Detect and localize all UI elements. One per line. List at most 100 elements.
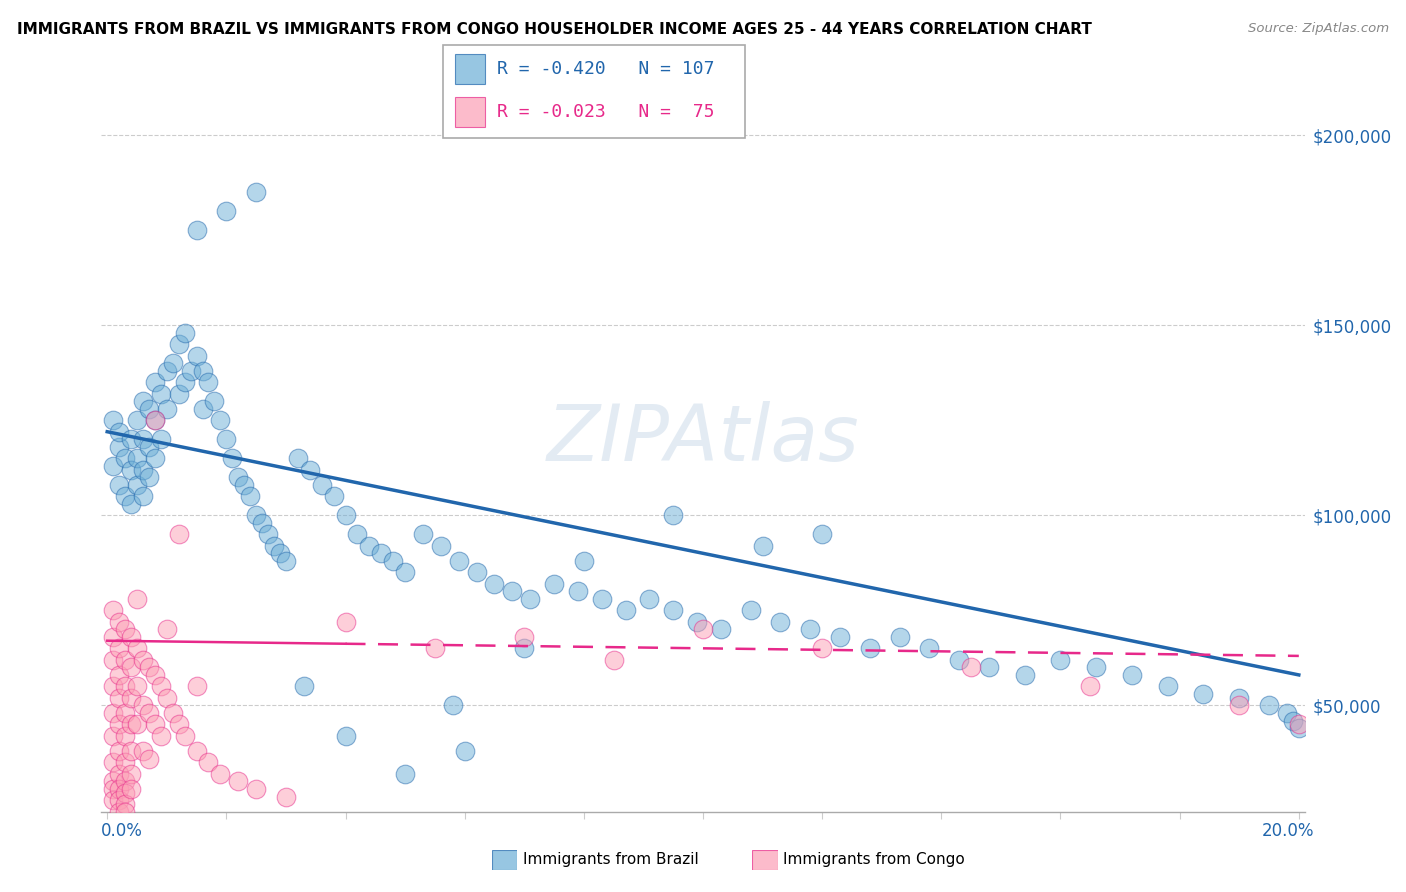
Point: [173, 376, 195, 390]
Point: [1275, 706, 1298, 720]
Point: [322, 489, 344, 503]
Point: [1192, 687, 1215, 701]
Point: [149, 729, 172, 743]
Point: [513, 641, 536, 656]
Point: [465, 566, 488, 580]
Point: [484, 576, 506, 591]
Point: [156, 690, 179, 705]
Point: [311, 478, 333, 492]
Point: [114, 729, 136, 743]
Text: IMMIGRANTS FROM BRAZIL VS IMMIGRANTS FROM CONGO HOUSEHOLDER INCOME AGES 25 - 44 : IMMIGRANTS FROM BRAZIL VS IMMIGRANTS FRO…: [17, 22, 1091, 37]
Point: [186, 679, 208, 693]
Point: [519, 591, 541, 606]
Point: [441, 698, 464, 713]
Point: [215, 204, 238, 219]
Point: [226, 774, 249, 789]
Point: [239, 489, 262, 503]
Point: [120, 432, 142, 446]
Point: [101, 630, 124, 644]
Point: [274, 554, 297, 568]
Point: [101, 781, 124, 796]
Point: [132, 744, 155, 758]
Point: [1282, 714, 1305, 728]
Point: [120, 463, 142, 477]
Point: [287, 451, 309, 466]
Point: [120, 660, 142, 674]
Point: [125, 591, 148, 606]
Point: [120, 497, 142, 511]
Point: [114, 623, 136, 637]
Point: [1121, 668, 1143, 682]
Point: [274, 789, 297, 804]
Point: [591, 591, 613, 606]
Point: [162, 356, 184, 370]
Point: [108, 440, 131, 454]
Point: [1227, 698, 1250, 713]
Point: [108, 641, 131, 656]
Point: [186, 744, 208, 758]
Point: [101, 603, 124, 617]
Point: [918, 641, 941, 656]
FancyBboxPatch shape: [456, 54, 485, 84]
FancyBboxPatch shape: [492, 850, 517, 870]
Point: [1014, 668, 1036, 682]
Point: [233, 478, 256, 492]
Point: [180, 364, 202, 378]
FancyBboxPatch shape: [443, 45, 745, 138]
Point: [226, 470, 249, 484]
Point: [1157, 679, 1180, 693]
Point: [108, 766, 131, 780]
Point: [143, 451, 166, 466]
Point: [108, 793, 131, 807]
Point: [149, 432, 172, 446]
Point: [101, 706, 124, 720]
Point: [173, 326, 195, 340]
Point: [143, 668, 166, 682]
Point: [101, 793, 124, 807]
Point: [245, 781, 267, 796]
Point: [1288, 721, 1310, 735]
Point: [143, 413, 166, 427]
Point: [108, 615, 131, 629]
Point: [101, 756, 124, 770]
Point: [769, 615, 792, 629]
Point: [156, 623, 179, 637]
FancyBboxPatch shape: [456, 97, 485, 127]
Point: [120, 717, 142, 731]
Point: [138, 706, 160, 720]
Point: [167, 527, 190, 541]
Point: [948, 653, 970, 667]
Text: R = -0.420   N = 107: R = -0.420 N = 107: [498, 60, 714, 78]
Point: [751, 539, 773, 553]
Text: Immigrants from Congo: Immigrants from Congo: [783, 853, 965, 867]
Point: [686, 615, 709, 629]
Point: [828, 630, 851, 644]
Text: 20.0%: 20.0%: [1263, 822, 1315, 839]
Text: ZIPAtlas: ZIPAtlas: [547, 401, 859, 477]
Point: [101, 729, 124, 743]
Point: [108, 744, 131, 758]
Point: [149, 386, 172, 401]
Point: [263, 539, 285, 553]
Point: [132, 394, 155, 409]
Point: [125, 478, 148, 492]
Point: [120, 766, 142, 780]
Point: [859, 641, 882, 656]
Point: [191, 401, 214, 416]
Point: [567, 584, 589, 599]
Point: [143, 717, 166, 731]
Point: [298, 463, 321, 477]
Point: [1085, 660, 1108, 674]
Point: [412, 527, 434, 541]
Point: [120, 744, 142, 758]
Point: [614, 603, 637, 617]
Point: [638, 591, 661, 606]
Point: [799, 623, 821, 637]
Point: [125, 451, 148, 466]
Point: [114, 489, 136, 503]
Point: [132, 463, 155, 477]
Text: 0.0%: 0.0%: [101, 822, 143, 839]
Point: [101, 413, 124, 427]
Point: [191, 364, 214, 378]
Point: [1288, 717, 1310, 731]
